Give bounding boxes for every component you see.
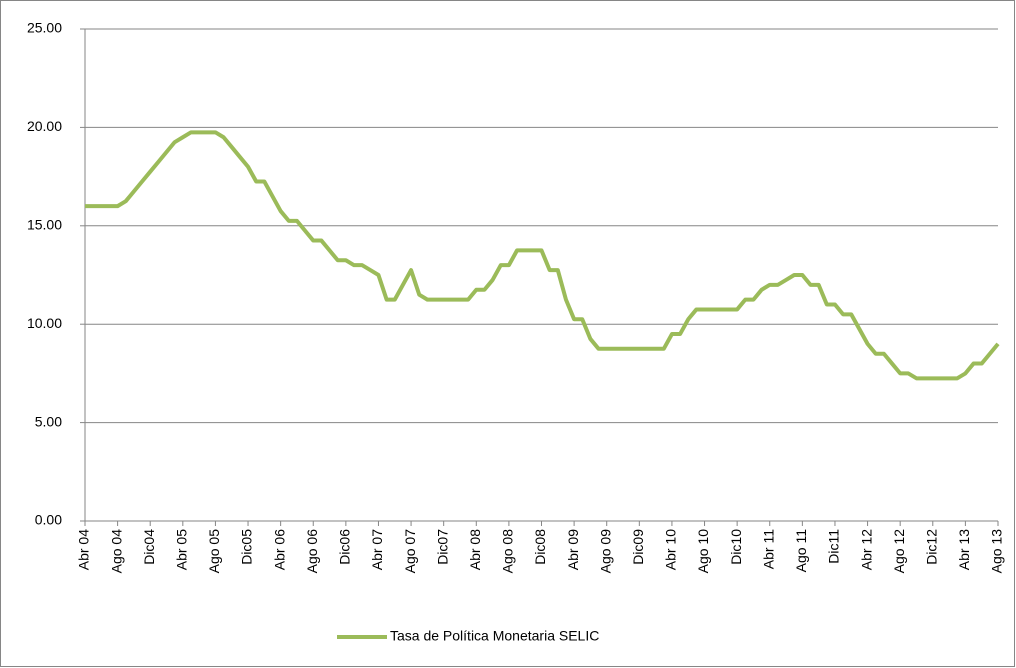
x-tick-label: Dic07	[434, 529, 450, 565]
x-tick-label: Dic10	[728, 529, 744, 565]
x-tick-label: Abr 10	[663, 529, 679, 570]
x-tick-label: Ago 05	[206, 529, 222, 574]
x-tick-label: Abr 11	[760, 529, 776, 569]
y-tick-label: 10.00	[27, 315, 62, 331]
x-tick-label: Dic06	[337, 529, 353, 565]
x-tick-label: Ago 11	[793, 529, 809, 573]
x-tick-label: Abr 07	[369, 529, 385, 570]
y-tick-label: 25.00	[27, 20, 62, 36]
x-tick-label: Ago 07	[402, 529, 418, 574]
x-tick-label: Dic12	[923, 529, 939, 565]
x-tick-label: Abr 06	[271, 529, 287, 570]
x-tick-label: Ago 04	[108, 529, 124, 574]
x-tick-label: Abr 09	[565, 529, 581, 570]
x-tick-label: Ago 13	[989, 529, 1005, 574]
x-tick-label: Ago 08	[500, 529, 516, 574]
legend-label: Tasa de Política Monetaria SELIC	[390, 628, 599, 644]
x-tick-label: Dic08	[532, 529, 548, 565]
y-tick-label: 15.00	[27, 217, 62, 233]
x-tick-label: Ago 06	[304, 529, 320, 574]
y-tick-label: 5.00	[35, 413, 62, 429]
x-tick-label: Abr 04	[76, 529, 92, 570]
x-tick-label: Abr 05	[174, 529, 190, 570]
x-tick-label: Abr 13	[956, 529, 972, 570]
y-tick-label: 0.00	[35, 512, 62, 528]
x-tick-label: Dic11	[826, 529, 842, 564]
x-tick-label: Ago 09	[597, 529, 613, 574]
x-tick-label: Ago 10	[695, 529, 711, 574]
x-tick-label: Dic04	[141, 529, 157, 565]
x-tick-label: Abr 08	[467, 529, 483, 570]
x-tick-label: Dic05	[239, 529, 255, 565]
data-line	[85, 130, 1000, 381]
x-tick-label: Abr 12	[858, 529, 874, 570]
x-tick-label: Dic09	[630, 529, 646, 565]
x-tick-label: Ago 12	[891, 529, 907, 574]
y-tick-label: 20.00	[27, 118, 62, 134]
